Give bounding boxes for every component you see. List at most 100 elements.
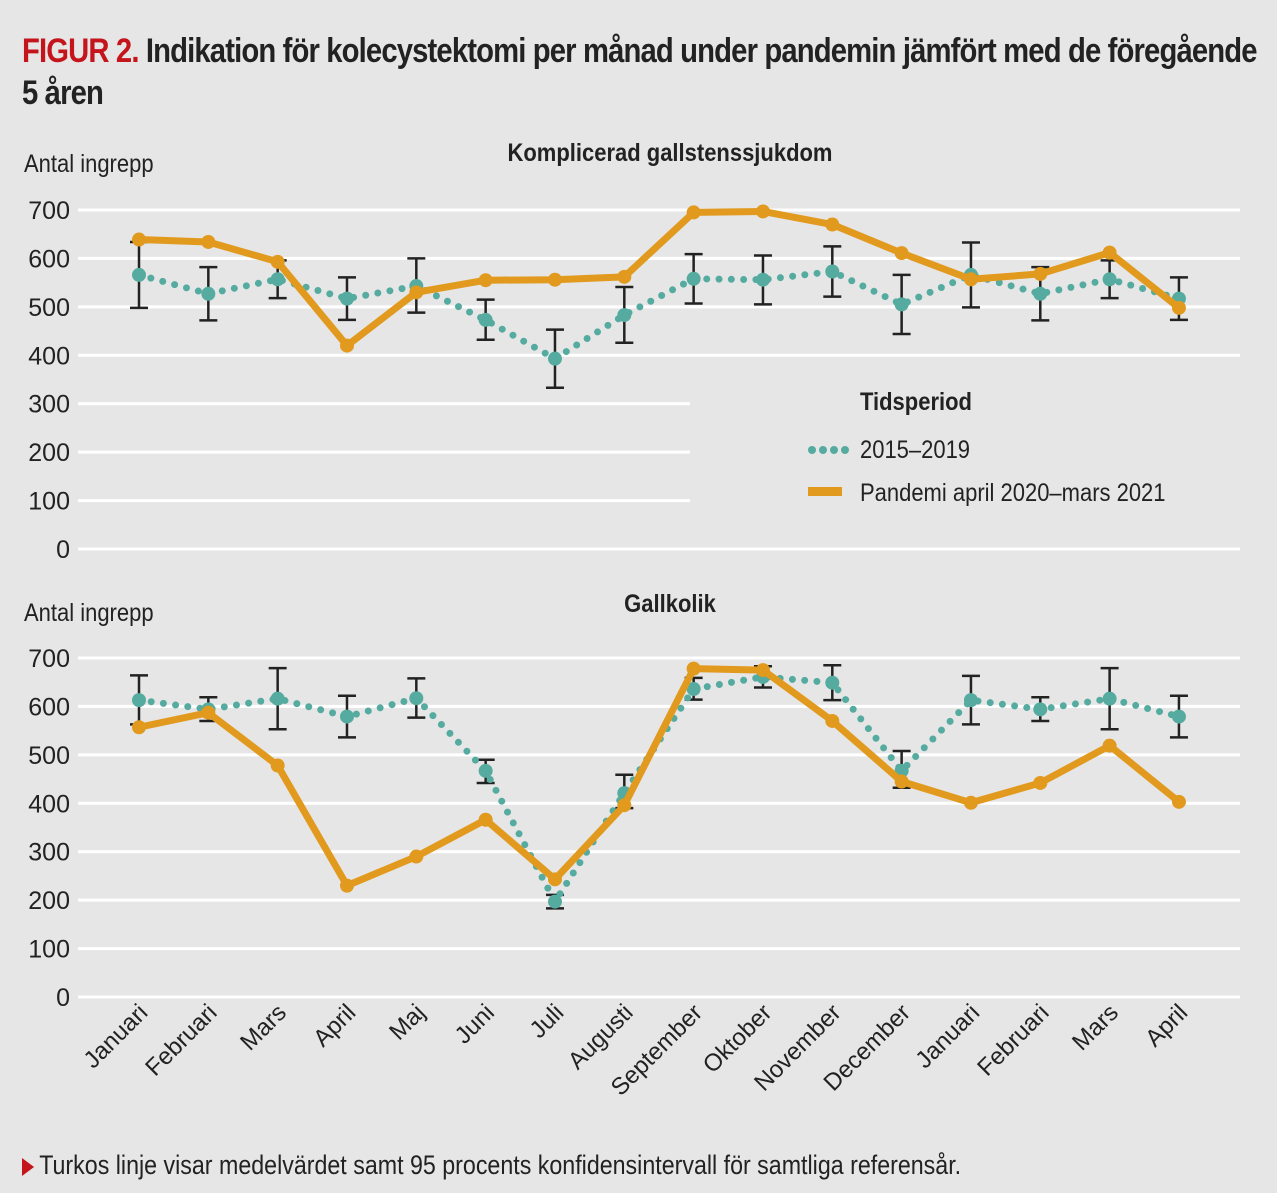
y-tick-label: 700 [28,197,70,225]
data-point-2015-2019 [825,675,840,690]
data-point-pandemi [1033,266,1048,281]
data-point-2015-2019 [132,267,146,282]
series-line-pandemi [135,665,1183,890]
data-point-pandemi [478,812,493,827]
data-point-pandemi [547,272,562,287]
legend-entry-2015-2019: 2015–2019 [860,436,970,464]
y-axis-label: Antal ingrepp [24,599,154,627]
x-tick-label: April [1140,999,1193,1052]
figure-title: FIGUR 2. Indikation för kolecystektomi p… [22,30,1260,114]
legend-swatch-dot [819,446,827,454]
x-tick-label: Februari [140,999,222,1081]
data-point-2015-2019 [894,297,909,312]
data-point-2015-2019 [1033,702,1048,717]
data-point-pandemi [894,774,909,789]
data-point-pandemi [686,205,701,220]
data-point-pandemi [1102,738,1117,753]
legend-swatch-dot [830,446,838,454]
data-point-pandemi [1033,775,1048,790]
x-tick-label: Maj [384,999,430,1045]
y-tick-label: 100 [28,488,70,516]
data-point-pandemi [686,661,701,676]
data-point-2015-2019 [547,894,562,909]
data-point-pandemi [478,273,493,288]
y-tick-label: 0 [56,984,70,1012]
data-point-2015-2019 [825,264,840,279]
figure-label: FIGUR 2. [22,32,139,70]
footnote-text: Turkos linje visar medelvärdet samt 95 p… [39,1150,962,1180]
data-point-2015-2019 [478,312,493,327]
x-tick-label: Juli [525,999,570,1044]
data-point-2015-2019 [478,763,493,778]
y-tick-label: 200 [28,439,70,467]
data-point-pandemi [132,720,146,735]
y-tick-label: 600 [28,245,70,273]
legend-swatch-dot [841,446,849,454]
data-point-pandemi [755,204,770,219]
data-point-pandemi [270,758,285,773]
triangle-bullet-icon [22,1158,35,1176]
data-point-2015-2019 [686,681,701,696]
data-point-pandemi [201,705,216,720]
x-tick-label: April [308,999,361,1052]
data-point-2015-2019 [547,351,562,366]
data-point-pandemi [825,713,840,728]
data-point-pandemi [825,217,840,232]
data-point-2015-2019 [686,271,701,286]
x-tick-label: Mars [235,999,292,1056]
data-point-pandemi [409,285,424,300]
y-tick-label: 600 [28,693,70,721]
data-point-pandemi [1102,245,1117,260]
data-point-2015-2019 [1102,272,1117,287]
data-point-pandemi [339,338,354,353]
data-point-2015-2019 [1102,691,1117,706]
data-point-pandemi [617,798,632,813]
data-point-2015-2019 [1171,709,1186,724]
x-tick-label: Mars [1067,999,1124,1056]
data-point-pandemi [339,878,354,893]
data-point-2015-2019 [201,286,216,301]
y-tick-label: 500 [28,294,70,322]
panel-title: Komplicerad gallstenssjukdom [508,139,833,167]
data-point-pandemi [894,246,909,261]
data-point-pandemi [1171,794,1186,809]
data-point-2015-2019 [132,693,146,708]
y-tick-label: 200 [28,887,70,915]
x-tick-label: Juni [450,999,500,1049]
chart-panel-1: Antal ingrepp Komplicerad gallstenssjukdo… [24,139,1240,564]
data-point-pandemi [755,663,770,678]
data-point-2015-2019 [270,272,285,287]
data-point-pandemi [201,234,216,249]
y-tick-label: 100 [28,936,70,964]
y-tick-label: 300 [28,391,70,419]
legend-swatch-dot [808,446,816,454]
chart-panel-2: Antal ingrepp Gallkolik 0 100 200 300 400 500 60… [24,590,1240,1101]
data-point-pandemi [617,269,632,284]
data-point-pandemi [409,849,424,864]
data-point-2015-2019 [270,691,285,706]
y-axis-label: Antal ingrepp [24,150,154,178]
data-point-2015-2019 [617,308,632,323]
legend-swatch-line [808,487,842,496]
data-point-pandemi [132,232,146,247]
legend-entry-pandemi: Pandemi april 2020–mars 2021 [860,479,1166,507]
data-point-2015-2019 [963,693,978,708]
y-tick-label: 300 [28,839,70,867]
footnote: Turkos linje visar medelvärdet samt 95 p… [22,1150,961,1181]
y-tick-label: 0 [56,536,70,564]
data-point-2015-2019 [1033,286,1048,301]
x-tick-label: Februari [972,999,1054,1081]
series-line-2015-2019 [135,267,1183,363]
series-line-pandemi [135,207,1183,350]
data-point-pandemi [963,272,978,287]
data-point-pandemi [1171,300,1186,315]
data-point-pandemi [547,872,562,887]
data-point-2015-2019 [339,709,354,724]
y-tick-label: 400 [28,342,70,370]
data-point-2015-2019 [409,691,424,706]
legend: Tidsperiod 2015–2019 Pandemi april 2020–ma… [808,388,1166,507]
y-tick-label: 400 [28,790,70,818]
data-point-2015-2019 [755,272,770,287]
figure-title-text: Indikation för kolecystektomi per månad … [22,32,1258,112]
data-point-pandemi [270,254,285,269]
